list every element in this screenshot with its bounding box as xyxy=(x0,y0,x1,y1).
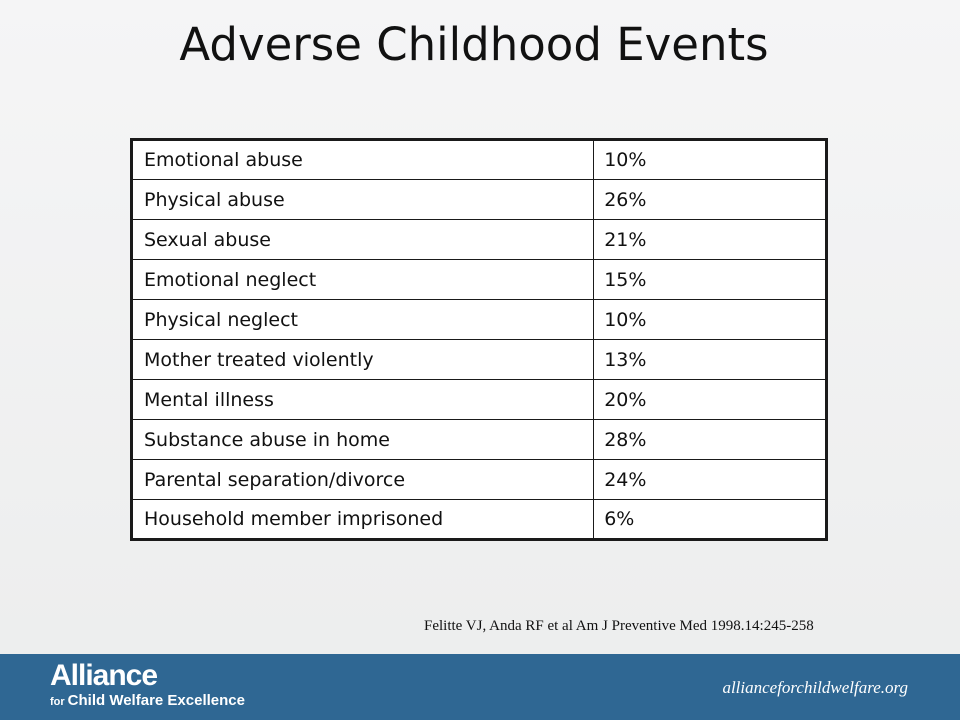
percent-cell: 26% xyxy=(593,179,827,220)
table-row: Mental illness 20% xyxy=(130,379,827,420)
table-row: Parental separation/divorce 24% xyxy=(130,459,827,500)
logo-for-text: for xyxy=(50,696,65,708)
website-url: allianceforchildwelfare.org xyxy=(722,678,908,697)
percent-cell: 28% xyxy=(593,419,827,460)
ace-prevalence-table: Emotional abuse 10% Physical abuse 26% S… xyxy=(130,138,828,541)
event-cell: Mother treated violently xyxy=(130,339,595,380)
logo-tagline: for Child Welfare Excellence xyxy=(50,692,245,711)
table-row: Substance abuse in home 28% xyxy=(130,419,827,460)
percent-cell: 13% xyxy=(593,339,827,380)
event-cell: Substance abuse in home xyxy=(130,419,595,460)
table-row: Mother treated violently 13% xyxy=(130,339,827,380)
event-cell: Emotional neglect xyxy=(130,259,595,300)
event-cell: Physical abuse xyxy=(130,179,595,220)
table-row: Physical abuse 26% xyxy=(130,179,827,220)
percent-cell: 10% xyxy=(593,139,827,180)
event-cell: Sexual abuse xyxy=(130,219,595,260)
logo-wordmark: Alliance xyxy=(50,659,158,692)
percent-cell: 6% xyxy=(593,499,827,540)
alliance-logo: Alliance for Child Welfare Excellence xyxy=(50,660,245,711)
table-row: Sexual abuse 21% xyxy=(130,219,827,260)
percent-cell: 21% xyxy=(593,219,827,260)
table-row: Physical neglect 10% xyxy=(130,299,827,340)
citation-text: Felitte VJ, Anda RF et al Am J Preventiv… xyxy=(424,618,814,634)
table-row: Emotional abuse 10% xyxy=(130,139,827,180)
event-cell: Household member imprisoned xyxy=(130,499,595,540)
percent-cell: 15% xyxy=(593,259,827,300)
table-row: Emotional neglect 15% xyxy=(130,259,827,300)
slide-title: Adverse Childhood Events xyxy=(179,18,769,71)
event-cell: Parental separation/divorce xyxy=(130,459,595,500)
table-row: Household member imprisoned 6% xyxy=(130,499,827,540)
percent-cell: 10% xyxy=(593,299,827,340)
event-cell: Physical neglect xyxy=(130,299,595,340)
event-cell: Emotional abuse xyxy=(130,139,595,180)
percent-cell: 20% xyxy=(593,379,827,420)
percent-cell: 24% xyxy=(593,459,827,500)
footer-band: Alliance for Child Welfare Excellence all… xyxy=(0,654,960,720)
event-cell: Mental illness xyxy=(130,379,595,420)
logo-sub-text: Child Welfare Excellence xyxy=(67,692,245,709)
